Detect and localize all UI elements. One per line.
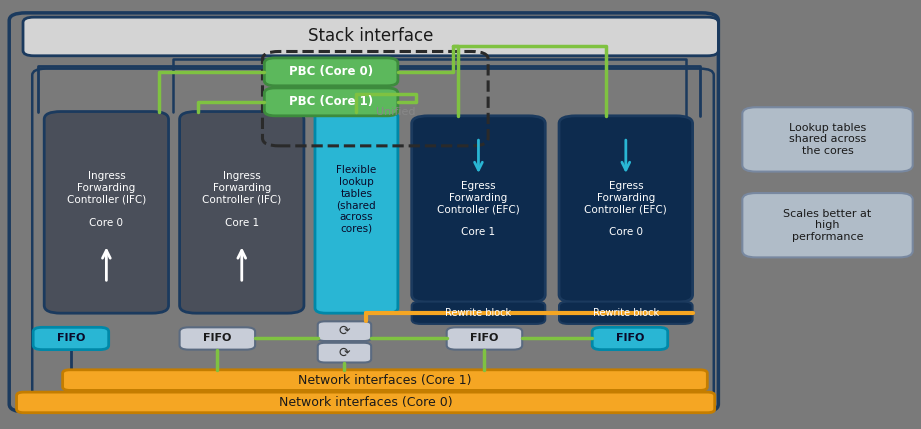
FancyBboxPatch shape [264,58,398,86]
FancyBboxPatch shape [23,17,718,56]
Text: FIFO: FIFO [471,333,498,344]
FancyBboxPatch shape [180,327,255,350]
FancyBboxPatch shape [559,302,693,324]
Text: ⟳: ⟳ [339,346,350,360]
FancyBboxPatch shape [559,116,693,302]
FancyBboxPatch shape [180,112,304,313]
Text: Network interfaces (Core 1): Network interfaces (Core 1) [298,374,472,387]
FancyBboxPatch shape [315,112,398,313]
FancyBboxPatch shape [742,193,913,257]
FancyBboxPatch shape [447,327,522,350]
FancyBboxPatch shape [264,88,398,116]
Text: FIFO: FIFO [57,333,85,344]
Text: FIFO: FIFO [204,333,231,344]
Text: Lookup tables
shared across
the cores: Lookup tables shared across the cores [789,123,866,156]
Text: PBC (Core 1): PBC (Core 1) [289,95,373,109]
FancyBboxPatch shape [742,107,913,172]
Text: Flexible
lookup
tables
(shared
across
cores): Flexible lookup tables (shared across co… [336,166,377,233]
Text: Ingress
Forwarding
Controller (IFC)

Core 1: Ingress Forwarding Controller (IFC) Core… [202,171,282,228]
FancyBboxPatch shape [592,327,668,350]
FancyBboxPatch shape [33,327,109,350]
Text: Rewrite block: Rewrite block [446,308,511,318]
Text: FIFO: FIFO [616,333,644,344]
FancyBboxPatch shape [63,370,707,390]
Text: Unified: Unified [377,106,415,117]
Text: Scales better at
high
performance: Scales better at high performance [784,208,871,242]
Text: Network interfaces (Core 0): Network interfaces (Core 0) [279,396,452,409]
Text: PBC (Core 0): PBC (Core 0) [289,65,373,79]
Text: Ingress
Forwarding
Controller (IFC)

Core 0: Ingress Forwarding Controller (IFC) Core… [66,171,146,228]
FancyBboxPatch shape [17,392,715,413]
FancyBboxPatch shape [318,321,371,341]
Text: Egress
Forwarding
Controller (EFC)

Core 0: Egress Forwarding Controller (EFC) Core … [585,181,667,237]
Text: Stack interface: Stack interface [308,27,434,45]
Text: Egress
Forwarding
Controller (EFC)

Core 1: Egress Forwarding Controller (EFC) Core … [437,181,519,237]
FancyBboxPatch shape [412,302,545,324]
Text: Rewrite block: Rewrite block [593,308,659,318]
FancyBboxPatch shape [412,116,545,302]
FancyBboxPatch shape [44,112,169,313]
FancyBboxPatch shape [318,343,371,363]
Text: ⟳: ⟳ [339,324,350,338]
